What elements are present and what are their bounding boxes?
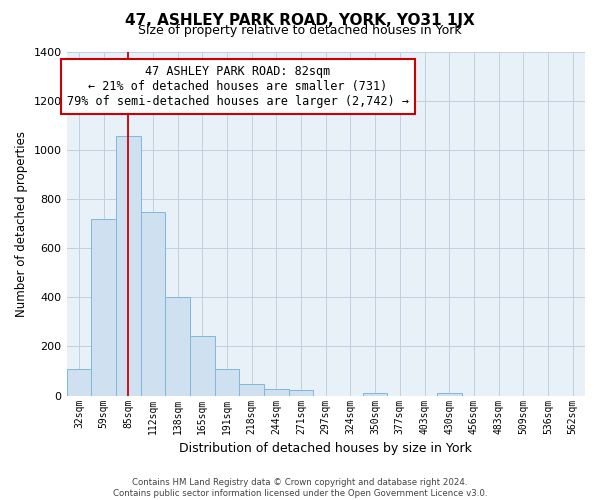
Bar [363,393,388,396]
Bar [215,368,239,396]
Bar [239,384,264,396]
Bar [437,393,461,396]
Text: 47 ASHLEY PARK ROAD: 82sqm
← 21% of detached houses are smaller (731)
79% of sem: 47 ASHLEY PARK ROAD: 82sqm ← 21% of deta… [67,66,409,108]
Text: Size of property relative to detached houses in York: Size of property relative to detached ho… [138,24,462,37]
Bar [67,370,91,396]
Bar [264,389,289,396]
Text: Contains HM Land Registry data © Crown copyright and database right 2024.
Contai: Contains HM Land Registry data © Crown c… [113,478,487,498]
Y-axis label: Number of detached properties: Number of detached properties [15,130,28,316]
Bar [140,212,165,396]
Text: 47, ASHLEY PARK ROAD, YORK, YO31 1JX: 47, ASHLEY PARK ROAD, YORK, YO31 1JX [125,12,475,28]
Bar [116,136,140,396]
Bar [165,298,190,396]
Bar [190,336,215,396]
Bar [289,390,313,396]
Bar [91,218,116,396]
X-axis label: Distribution of detached houses by size in York: Distribution of detached houses by size … [179,442,472,455]
